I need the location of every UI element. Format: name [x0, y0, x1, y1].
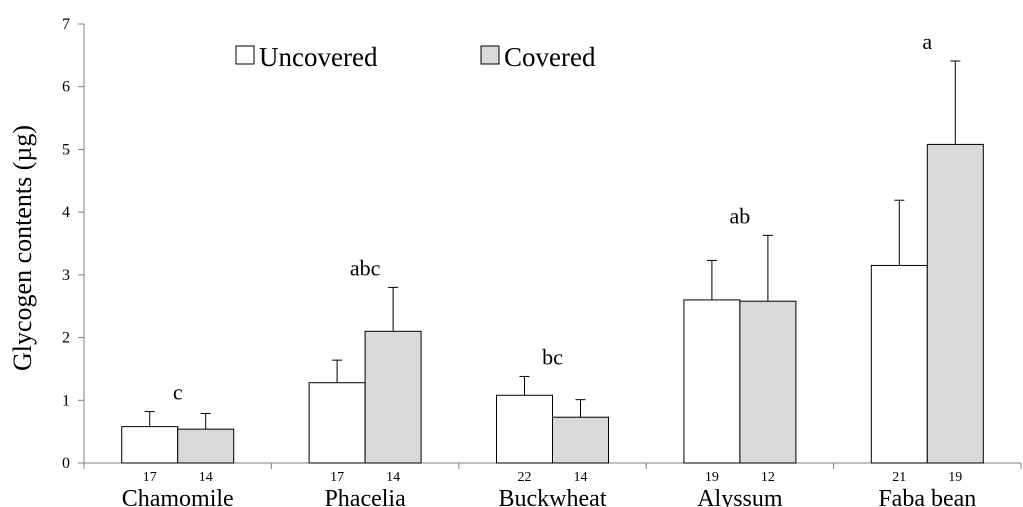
- category-label-alyssum: Alyssum: [697, 486, 783, 507]
- n-label-phacelia-uncovered: 17: [330, 470, 344, 485]
- n-label-buckwheat-covered: 14: [574, 470, 588, 485]
- y-tick-label-7: 7: [62, 16, 70, 33]
- y-axis: 0 1 2 3 4 5 6 7: [62, 16, 85, 472]
- bar-chamomile-uncovered: [121, 426, 179, 464]
- n-label-alyssum-uncovered: 19: [705, 470, 719, 485]
- y-tick-label-3: 3: [62, 267, 70, 284]
- y-tick-label-5: 5: [62, 141, 70, 158]
- category-label-buckwheat: Buckwheat: [499, 486, 607, 507]
- n-label-faba-bean-covered: 19: [948, 470, 962, 485]
- bar-phacelia-uncovered: [308, 382, 366, 464]
- significance-label-faba-bean: a: [922, 29, 932, 54]
- error-bars-layer: [144, 60, 961, 430]
- significance-label-phacelia: abc: [350, 255, 381, 280]
- category-label-chamomile: Chamomile: [122, 486, 234, 507]
- legend: Uncovered Covered: [235, 42, 596, 72]
- y-axis-label: Glycogen contents (µg): [8, 125, 37, 371]
- significance-label-buckwheat: bc: [542, 344, 563, 369]
- legend-swatch-covered: [480, 45, 500, 65]
- bar-buckwheat-uncovered: [496, 394, 553, 464]
- n-label-chamomile-covered: 14: [199, 470, 213, 485]
- bar-chamomile-covered: [177, 428, 235, 464]
- n-label-buckwheat-uncovered: 22: [518, 470, 532, 485]
- bars-layer: [121, 143, 984, 464]
- y-tick-label-6: 6: [62, 79, 70, 96]
- bar-alyssum-uncovered: [683, 299, 741, 464]
- y-tick-label-4: 4: [62, 204, 70, 221]
- category-label-phacelia: Phacelia: [324, 486, 406, 507]
- legend-swatch-uncovered: [235, 45, 255, 65]
- y-tick-label-0: 0: [62, 455, 70, 472]
- n-label-faba-bean-uncovered: 21: [892, 470, 906, 485]
- bar-buckwheat-covered: [552, 416, 609, 464]
- n-label-alyssum-covered: 12: [761, 470, 775, 485]
- n-label-chamomile-uncovered: 17: [143, 470, 157, 485]
- n-label-phacelia-covered: 14: [386, 470, 400, 485]
- bar-faba-bean-covered: [926, 143, 984, 464]
- category-label-faba-bean: Faba bean: [878, 486, 976, 507]
- bar-faba-bean-uncovered: [870, 264, 928, 464]
- x-axis: [83, 462, 1022, 469]
- legend-label-covered: Covered: [504, 42, 596, 72]
- legend-label-uncovered: Uncovered: [259, 42, 378, 72]
- y-tick-label-2: 2: [62, 330, 70, 347]
- bar-phacelia-covered: [364, 330, 422, 464]
- significance-label-chamomile: c: [173, 380, 183, 405]
- significance-label-alyssum: ab: [730, 203, 751, 228]
- y-tick-label-1: 1: [62, 392, 70, 409]
- bar-alyssum-covered: [739, 300, 797, 464]
